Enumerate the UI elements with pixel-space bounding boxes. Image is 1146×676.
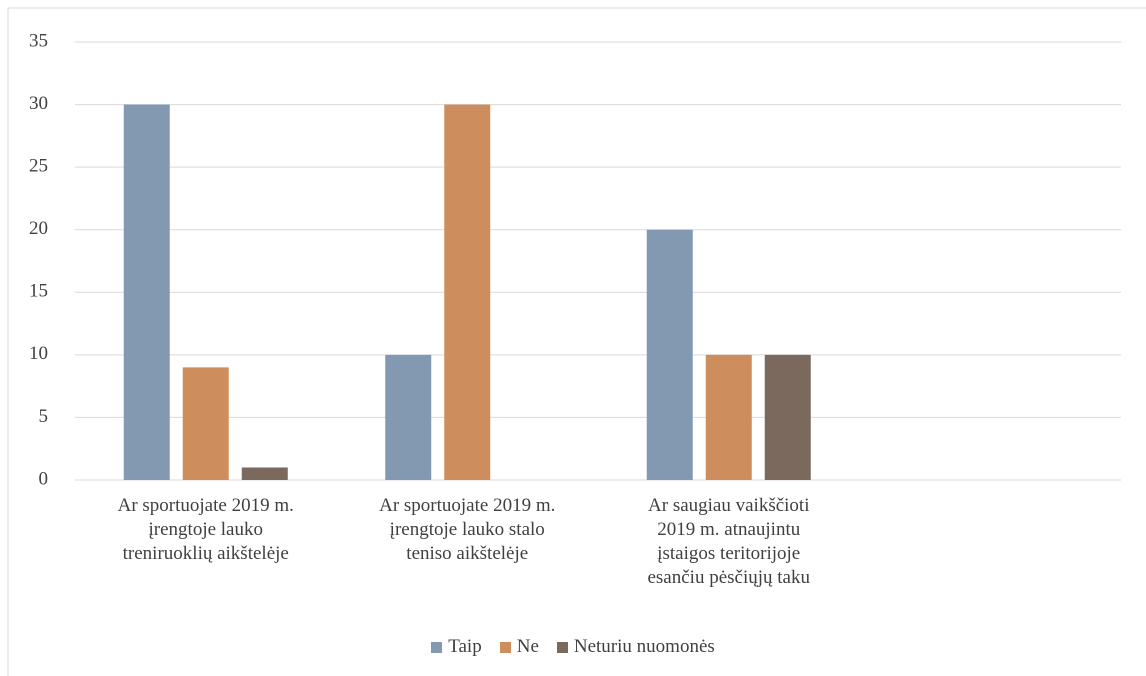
legend-label: Ne <box>516 636 539 657</box>
bar <box>385 354 432 480</box>
x-tick-label: Ar saugiau vaikščioti 2019 m. atnaujintu… <box>647 495 810 588</box>
y-tick-label: 30 <box>29 93 48 114</box>
legend-swatch <box>499 641 511 653</box>
bar <box>182 367 229 480</box>
y-tick-label: 15 <box>29 281 48 302</box>
y-tick-label: 5 <box>39 406 49 427</box>
bar <box>123 104 170 481</box>
chart-border <box>7 7 1146 676</box>
y-tick-label: 20 <box>29 218 48 239</box>
bar <box>444 104 491 481</box>
bar <box>764 354 811 480</box>
y-tick-label: 25 <box>29 156 48 177</box>
legend-swatch <box>431 641 443 653</box>
bar <box>241 467 288 480</box>
x-tick-label: Ar sportuojate 2019 m. įrengtoje lauko s… <box>379 495 556 564</box>
y-tick-label: 35 <box>29 30 48 51</box>
legend-swatch <box>556 641 568 653</box>
legend: Taip Ne Neturiu nuomonės <box>0 636 1146 658</box>
legend-label: Taip <box>448 636 482 657</box>
legend-item: Taip <box>431 636 482 658</box>
x-tick-label: Ar sportuojate 2019 m. įrengtoje lauko t… <box>117 495 294 564</box>
legend-item: Ne <box>499 636 539 658</box>
legend-label: Neturiu nuomonės <box>573 636 715 657</box>
y-tick-label: 10 <box>29 343 48 364</box>
legend-item: Neturiu nuomonės <box>556 636 715 658</box>
y-tick-label: 0 <box>39 468 49 489</box>
bar <box>646 229 693 480</box>
bar <box>705 354 752 480</box>
